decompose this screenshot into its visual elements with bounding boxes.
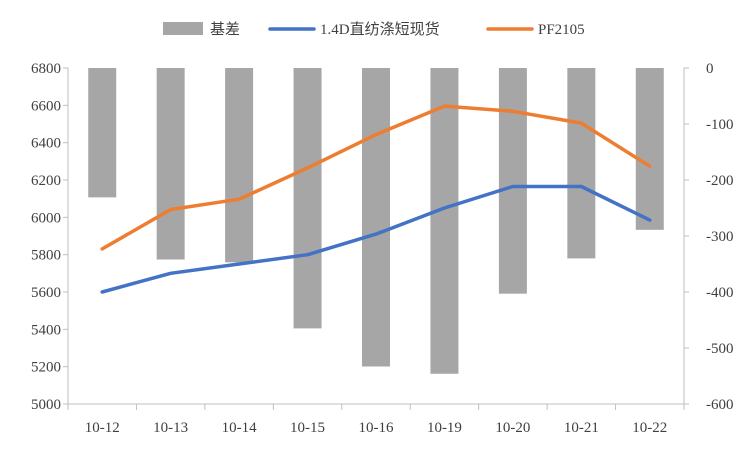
legend: 基差 1.4D直纺涤短现货 PF2105 — [163, 21, 585, 38]
left-tick-label: 5000 — [31, 397, 61, 413]
x-tick-label: 10-14 — [222, 420, 257, 436]
x-tick-label: 10-22 — [632, 420, 667, 436]
left-tick-label: 5600 — [31, 285, 61, 301]
x-tick-label: 10-16 — [359, 420, 394, 436]
left-tick-label: 6400 — [31, 136, 61, 152]
series-line-0 — [100, 184, 652, 294]
x-tick-label: 10-15 — [290, 420, 325, 436]
right-tick-label: -200 — [706, 173, 734, 189]
basis-bar-1 — [156, 68, 185, 260]
left-tick-label: 6600 — [31, 98, 61, 114]
basis-bar-2 — [225, 68, 254, 263]
right-tick-label: -100 — [706, 117, 734, 133]
right-tick-label: -500 — [706, 341, 734, 357]
left-tick-label: 5800 — [31, 248, 61, 264]
x-tick-label: 10-19 — [427, 420, 462, 436]
basis-bar-5 — [430, 68, 459, 374]
right-axis-ticks: 0 -100 -200 -300 -400 -500 -600 — [684, 61, 734, 413]
left-axis-ticks: 5000 5200 5400 5600 5800 6000 6200 6400 6600 6800 — [31, 61, 68, 413]
legend-swatch-bar — [163, 22, 203, 35]
basis-bar-6 — [498, 68, 527, 294]
basis-bar-8 — [635, 68, 664, 230]
basis-bar-7 — [567, 68, 596, 259]
left-tick-label: 6000 — [31, 210, 61, 226]
series-line-1 — [100, 104, 652, 251]
right-tick-label: -300 — [706, 229, 734, 245]
basis-bar-0 — [88, 68, 117, 198]
series-lines — [100, 104, 652, 294]
basis-bars — [88, 68, 664, 374]
legend-label: PF2105 — [538, 22, 585, 38]
legend-label: 基差 — [210, 21, 240, 38]
right-tick-label: 0 — [706, 61, 714, 77]
right-tick-label: -600 — [706, 397, 734, 413]
left-tick-label: 6800 — [31, 61, 61, 77]
left-tick-label: 5200 — [31, 360, 61, 376]
x-tick-label: 10-13 — [153, 420, 188, 436]
basis-bar-4 — [362, 68, 390, 367]
x-axis-ticks: 10-12 10-13 10-14 10-15 10-16 10-19 10-20 10-21… — [67, 404, 685, 436]
left-tick-label: 5400 — [31, 322, 61, 338]
left-tick-label: 6200 — [31, 173, 61, 189]
x-tick-label: 10-20 — [495, 420, 530, 436]
basis-bar-3 — [293, 68, 322, 329]
right-tick-label: -400 — [706, 285, 734, 301]
x-tick-label: 10-12 — [85, 420, 120, 436]
x-tick-label: 10-21 — [564, 420, 599, 436]
legend-label: 1.4D直纺涤短现货 — [320, 21, 440, 38]
